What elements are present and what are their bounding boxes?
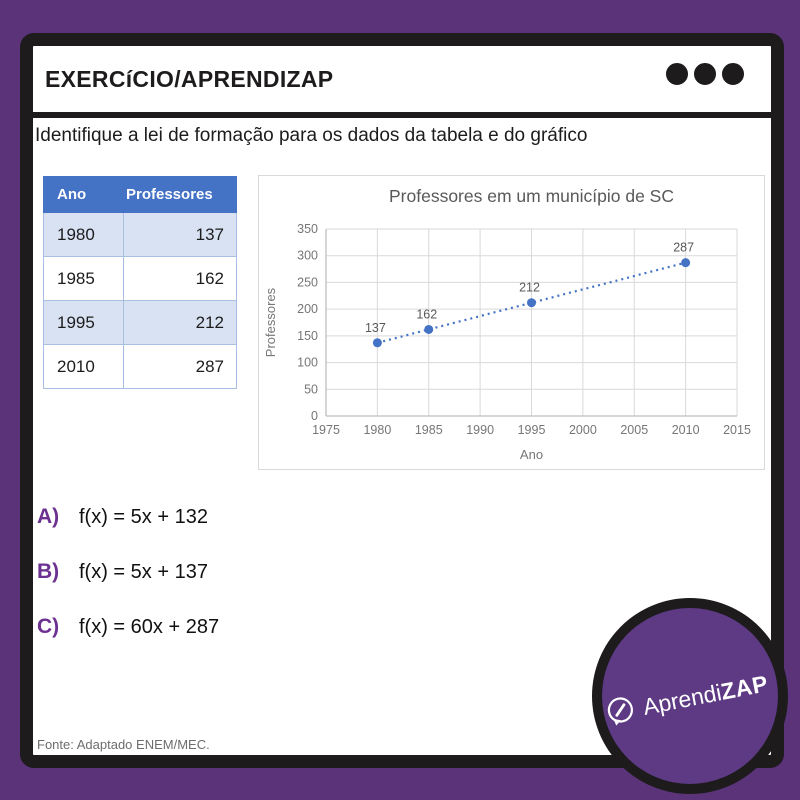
menu-dots (660, 63, 744, 85)
professors-table: Ano Professores 1980 137 1985 162 1995 2… (43, 176, 237, 389)
logo-text-bold: ZAP (718, 669, 771, 705)
table-row: 1980 137 (43, 212, 237, 257)
professors-chart: 0 50 100 150 200 250 300 350 1975 1980 1985 1990 199… (258, 175, 765, 470)
data-point-marker (527, 298, 536, 308)
header-divider (33, 112, 771, 118)
y-tick-label: 100 (297, 356, 318, 370)
professors-chart-svg: 0 50 100 150 200 250 300 350 1975 1980 1985 1990 199… (263, 186, 751, 462)
aprendizap-logo: AprendiZAP (592, 598, 788, 794)
dot-icon (666, 63, 688, 85)
chart-title: Professores em um município de SC (389, 186, 674, 206)
table-header-row: Ano Professores (43, 176, 237, 213)
source-note: Fonte: Adaptado ENEM/MEC. (37, 737, 210, 752)
year-column-header: Ano (43, 176, 124, 213)
page-title: EXERCíCIO/APRENDIZAP (45, 65, 334, 92)
option-letter: C) (37, 615, 60, 638)
x-tick-label: 1985 (415, 423, 443, 437)
data-point-marker (372, 338, 382, 348)
professors-cell: 212 (123, 300, 237, 345)
year-cell: 1985 (43, 256, 124, 301)
dot-icon (722, 63, 744, 85)
data-point-label: 162 (416, 307, 437, 321)
answer-option-c[interactable]: C) f(x) = 60x + 287 (37, 615, 219, 639)
x-tick-label: 2015 (723, 423, 751, 437)
x-tick-label: 2010 (672, 423, 700, 437)
exercise-card: EXERCíCIO/APRENDIZAP Identifique a lei d… (20, 33, 784, 768)
option-letter: A) (37, 505, 60, 528)
x-tick-label: 2005 (620, 423, 648, 437)
professors-cell: 287 (123, 344, 237, 389)
logo-content: AprendiZAP (602, 667, 771, 730)
data-point-label: 212 (519, 281, 540, 295)
year-cell: 2010 (43, 344, 124, 389)
professors-cell: 137 (123, 212, 237, 257)
option-letter: B) (37, 560, 60, 583)
table-row: 2010 287 (43, 344, 237, 389)
data-point-marker (681, 258, 691, 268)
logo-inner-circle: AprendiZAP (602, 608, 778, 784)
y-tick-label: 0 (311, 409, 318, 423)
logo-wordmark: AprendiZAP (641, 670, 771, 721)
x-tick-label: 1995 (518, 423, 546, 437)
logo-text-regular: Aprendi (640, 678, 724, 720)
y-tick-label: 150 (297, 329, 318, 343)
y-tick-label: 250 (297, 275, 318, 289)
answer-option-a[interactable]: A) f(x) = 5x + 132 (37, 505, 208, 529)
x-tick-label: 1980 (363, 423, 391, 437)
x-tick-label: 1990 (466, 423, 494, 437)
data-point-label: 287 (673, 241, 694, 255)
data-point-label: 137 (365, 321, 386, 335)
option-formula: f(x) = 5x + 137 (79, 561, 208, 583)
question-text: Identifique a lei de formação para os da… (35, 125, 588, 146)
professors-cell: 162 (123, 256, 237, 301)
professors-column-header: Professores (123, 176, 237, 213)
y-tick-label: 50 (304, 382, 318, 396)
table-row: 1985 162 (43, 256, 237, 301)
answer-option-b[interactable]: B) f(x) = 5x + 137 (37, 560, 208, 584)
pencil-speech-bubble-icon (607, 697, 634, 726)
option-formula: f(x) = 60x + 287 (79, 616, 220, 638)
year-cell: 1995 (43, 300, 124, 345)
y-axis-label: Professores (263, 287, 278, 357)
card-header: EXERCíCIO/APRENDIZAP (33, 46, 771, 112)
x-tick-label: 1975 (312, 423, 340, 437)
table-row: 1995 212 (43, 300, 237, 345)
year-cell: 1980 (43, 212, 124, 257)
y-tick-label: 350 (297, 222, 318, 236)
y-tick-label: 300 (297, 249, 318, 263)
y-tick-label: 200 (297, 302, 318, 316)
dot-icon (694, 63, 716, 85)
x-tick-label: 2000 (569, 423, 597, 437)
option-formula: f(x) = 5x + 132 (79, 506, 208, 528)
x-axis-label: Ano (520, 447, 543, 462)
data-point-marker (424, 324, 434, 334)
